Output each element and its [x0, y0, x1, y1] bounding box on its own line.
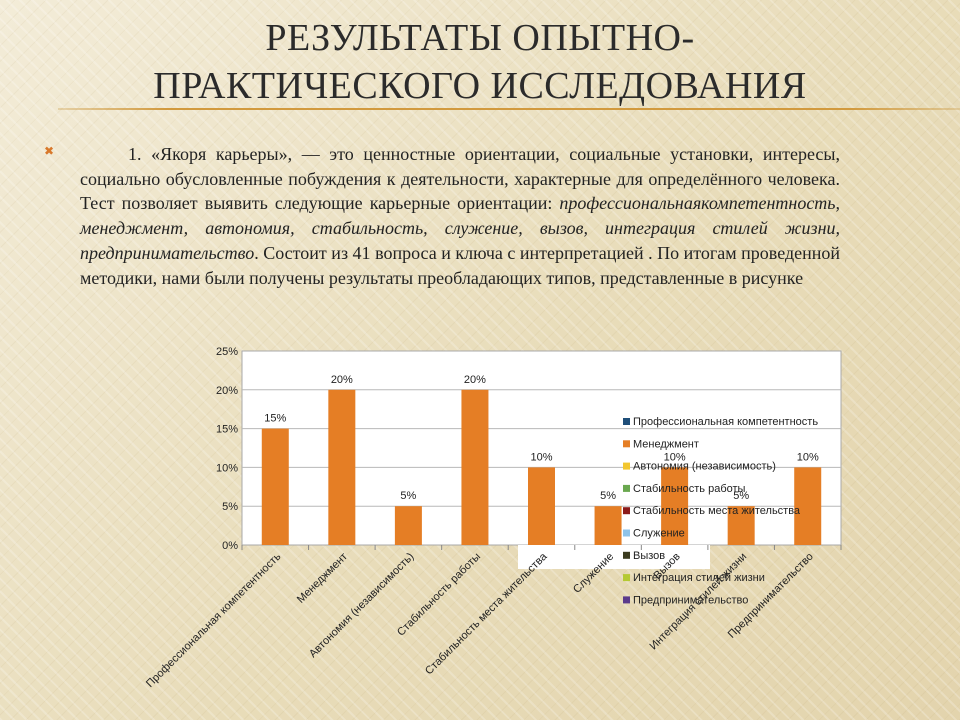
legend-label: Профессиональная компетентность: [633, 416, 818, 428]
legend-label: Стабильность места жительства: [633, 505, 801, 517]
x-category-label: Стабильность работы: [395, 551, 483, 639]
data-label: 5%: [600, 490, 616, 502]
data-label: 10%: [797, 451, 819, 463]
legend-swatch: [623, 596, 630, 604]
x-category-label: Интеграция стилей жизни: [648, 551, 750, 653]
bar: [528, 467, 555, 545]
data-label: 10%: [664, 451, 686, 463]
bar: [794, 467, 822, 545]
x-category-label: Профессиональная компетентность: [144, 550, 284, 690]
y-tick-label: 25%: [216, 346, 238, 358]
y-tick-label: 20%: [216, 385, 238, 397]
legend-label: Служение: [633, 528, 685, 540]
x-category-label: Вызов: [652, 551, 683, 582]
y-tick-label: 5%: [222, 501, 238, 513]
data-label: 20%: [464, 374, 486, 386]
y-tick-label: 10%: [216, 462, 238, 474]
bar: [261, 428, 289, 545]
bar: [461, 389, 489, 545]
legend-swatch: [623, 440, 630, 448]
legend-swatch: [623, 574, 630, 582]
x-category-label: Менеджмент: [295, 551, 350, 606]
legend-label: Автономия (независимость): [633, 461, 776, 473]
plot-area-extension: [518, 545, 710, 569]
data-label: 5%: [400, 490, 416, 502]
title-underline: [58, 108, 960, 110]
x-category-label: Служение: [571, 551, 616, 596]
bar: [328, 389, 356, 545]
data-label: 10%: [530, 451, 552, 463]
legend-label: Вызов: [633, 550, 665, 562]
bar: [394, 506, 422, 545]
legend-label: Менеджмент: [633, 438, 699, 450]
slide-title: РЕЗУЛЬТАТЫ ОПЫТНО- ПРАКТИЧЕСКОГО ИССЛЕДО…: [60, 14, 900, 110]
legend-swatch: [623, 529, 630, 537]
legend-label: Интеграция стилей жизни: [633, 572, 765, 584]
bar: [727, 506, 755, 545]
paragraph-part-1: 1. «Якоря карьеры», — это ценностные ори…: [80, 144, 840, 214]
legend-swatch: [623, 484, 630, 492]
data-label: 15%: [264, 413, 286, 425]
x-category-label: Автономия (независимость): [307, 551, 417, 661]
title-line-1: РЕЗУЛЬТАТЫ ОПЫТНО-: [265, 17, 695, 59]
x-bullet-icon: ✖: [44, 144, 55, 158]
x-category-label: Стабильность места жительства: [423, 550, 550, 677]
legend-swatch: [623, 507, 630, 515]
legend-swatch: [623, 462, 630, 470]
data-label: 5%: [733, 490, 749, 502]
legend-label: Предпринимательство: [633, 594, 748, 606]
legend-swatch: [623, 418, 630, 425]
legend-swatch: [623, 551, 630, 559]
y-tick-label: 15%: [216, 424, 238, 436]
career-orientation-list: профессиональнаякомпетентность, менеджме…: [80, 193, 840, 263]
title-line-2: ПРАКТИЧЕСКОГО ИССЛЕДОВАНИЯ: [153, 65, 807, 107]
paragraph-part-2: . Состоит из 41 вопроса и ключа с интерп…: [80, 242, 840, 288]
body-paragraph: 1. «Якоря карьеры», — это ценностные ори…: [80, 142, 840, 290]
legend-label: Стабильность работы: [633, 483, 746, 495]
bar: [594, 506, 622, 545]
plot-area: [241, 350, 842, 546]
bar: [661, 467, 689, 545]
data-label: 20%: [331, 374, 353, 386]
x-category-label: Предпринимательство: [726, 551, 816, 641]
y-tick-label: 0%: [222, 540, 238, 552]
